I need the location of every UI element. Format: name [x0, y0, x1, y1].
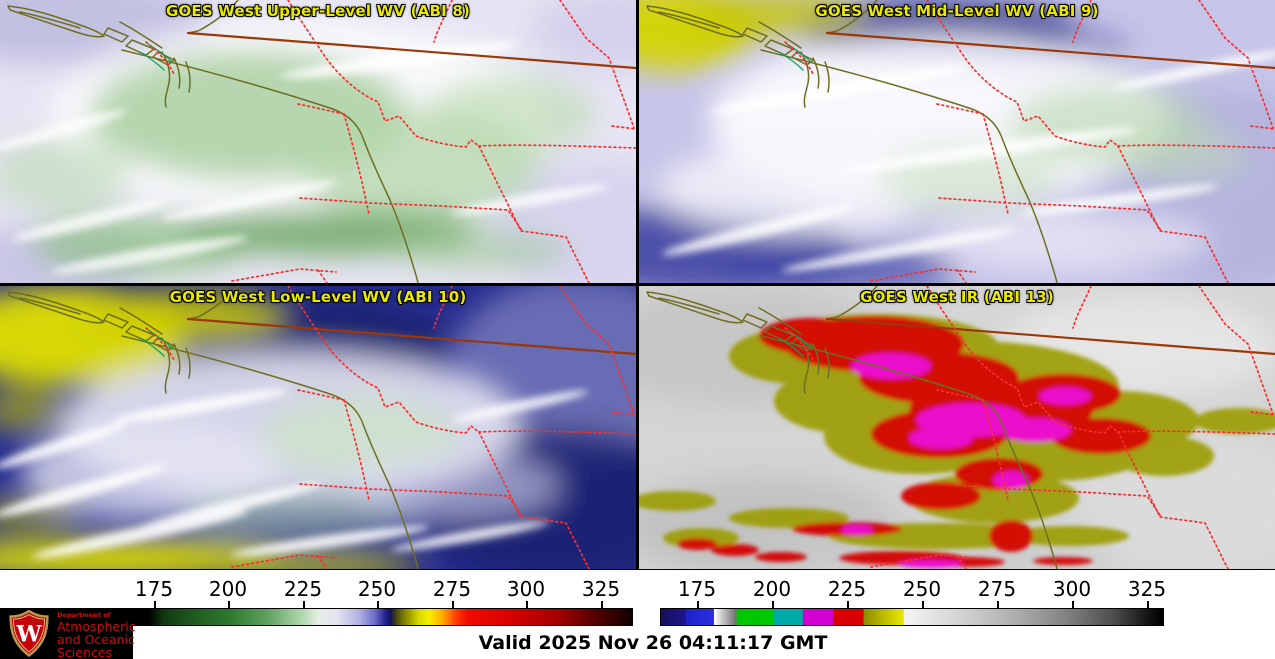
panel-low-level-wv: GOES West Low-Level WV (ABI 10) — [0, 286, 636, 569]
ir-tick-label: 300 — [1052, 577, 1092, 601]
tick-mark — [303, 601, 305, 608]
ir-tick-label: 325 — [1127, 577, 1167, 601]
tick-mark — [997, 601, 999, 608]
wv-tick-label: 275 — [432, 577, 472, 601]
wv-tick-label: 300 — [506, 577, 546, 601]
tick-mark — [228, 601, 230, 608]
wv-tick-label: 175 — [134, 577, 174, 601]
ir-tick-label: 175 — [677, 577, 717, 601]
tick-mark — [377, 601, 379, 608]
wv-tick-label: 325 — [581, 577, 621, 601]
tick-mark — [154, 601, 156, 608]
wv-tick-label: 225 — [283, 577, 323, 601]
mid-level-wv-image — [639, 0, 1275, 283]
logo-name-line1: Atmospheric — [57, 618, 136, 634]
footer: 175 200 225 250 275 300 325 175 200 225 … — [0, 570, 1275, 659]
ir-image — [639, 286, 1275, 569]
tick-mark — [847, 601, 849, 608]
wv-tick-label: 200 — [208, 577, 248, 601]
ir-tick-label: 275 — [977, 577, 1017, 601]
logo-name-line2: and Oceanic Sciences — [57, 632, 135, 659]
valid-time-label: Valid 2025 Nov 26 04:11:17 GMT — [478, 632, 828, 654]
ir-tick-label: 200 — [752, 577, 792, 601]
uw-aos-logo: W Department of Atmospheric and Oceanic … — [0, 608, 136, 659]
tick-mark — [1147, 601, 1149, 608]
uw-monogram: W — [15, 622, 42, 648]
upper-level-wv-image — [0, 0, 636, 283]
low-level-wv-image — [0, 286, 636, 569]
uw-crest-icon: W — [9, 610, 49, 657]
tick-mark — [601, 601, 603, 608]
panel-upper-level-wv: GOES West Upper-Level WV (ABI 8) — [0, 0, 636, 283]
panel-grid: GOES West Upper-Level WV (ABI 8) — [0, 0, 1275, 570]
logo-dept-label: Department of — [57, 611, 111, 619]
panel-ir: GOES West IR (ABI 13) — [639, 286, 1275, 569]
tick-mark — [452, 601, 454, 608]
tick-mark — [1072, 601, 1074, 608]
logo-text: Department of Atmospheric and Oceanic Sc… — [57, 612, 136, 659]
wv-colorbar — [117, 608, 633, 626]
ir-colorbar — [660, 608, 1164, 626]
tick-mark — [697, 601, 699, 608]
tick-mark — [772, 601, 774, 608]
ir-tick-label: 250 — [902, 577, 942, 601]
tick-mark — [526, 601, 528, 608]
ir-tick-label: 225 — [827, 577, 867, 601]
panel-mid-level-wv: GOES West Mid-Level WV (ABI 9) — [639, 0, 1275, 283]
wv-tick-label: 250 — [357, 577, 397, 601]
tick-mark — [922, 601, 924, 608]
